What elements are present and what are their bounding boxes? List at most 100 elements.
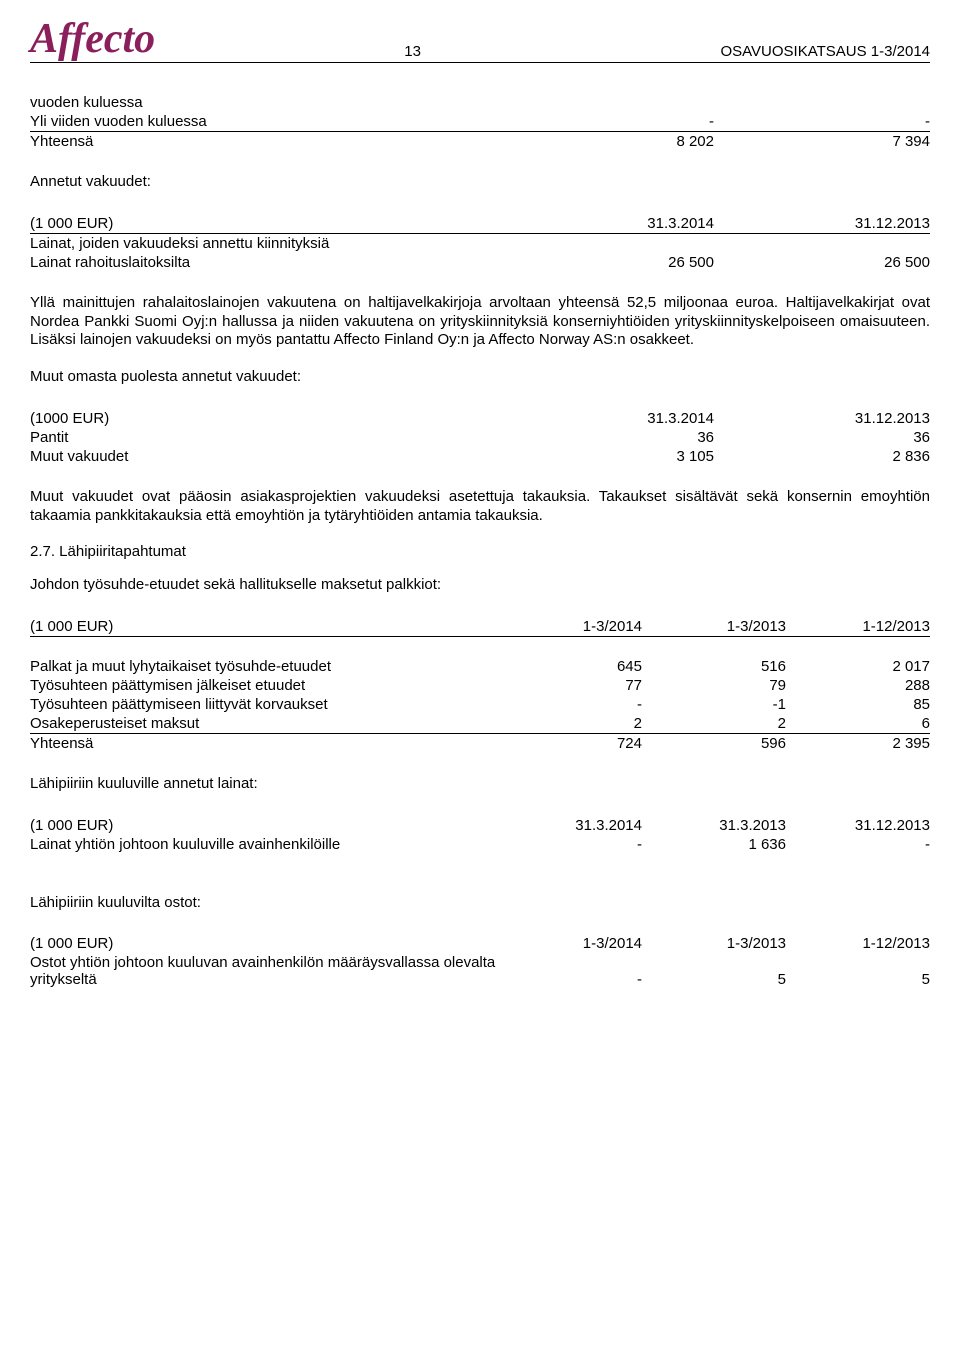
cell-val: 1-3/2013 — [642, 934, 786, 953]
table-row: Palkat ja muut lyhytaikaiset työsuhde-et… — [30, 657, 930, 676]
cell-label: Yhteensä — [30, 132, 498, 152]
cell-val: 2 395 — [786, 733, 930, 753]
cell-val — [714, 93, 930, 112]
cell-val: 77 — [498, 676, 642, 695]
table-lainat-avainhenkilot: (1 000 EUR) 31.3.2014 31.3.2013 31.12.20… — [30, 816, 930, 854]
cell-label: (1 000 EUR) — [30, 934, 498, 953]
table-muut-vakuudet: (1000 EUR) 31.3.2014 31.12.2013 Pantit 3… — [30, 409, 930, 466]
cell-val: 31.12.2013 — [714, 214, 930, 234]
cell-label: Työsuhteen päättymiseen liittyvät korvau… — [30, 695, 498, 714]
page-number: 13 — [155, 43, 670, 60]
doc-title: OSAVUOSIKATSAUS 1-3/2014 — [670, 43, 930, 60]
cell-val: 516 — [642, 657, 786, 676]
cell-val: 5 — [786, 953, 930, 989]
cell-val: 85 — [786, 695, 930, 714]
cell-label: Palkat ja muut lyhytaikaiset työsuhde-et… — [30, 657, 498, 676]
table-header-row: (1 000 EUR) 1-3/2014 1-3/2013 1-12/2013 — [30, 934, 930, 953]
cell-label: Lainat, joiden vakuudeksi annettu kiinni… — [30, 233, 498, 253]
cell-label: (1 000 EUR) — [30, 816, 498, 835]
cell-val: 31.12.2013 — [714, 409, 930, 428]
cell-val: 31.3.2013 — [642, 816, 786, 835]
section-heading: Lähipiiriin kuuluvilta ostot: — [30, 894, 930, 913]
table-row: Yli viiden vuoden kuluessa - - — [30, 112, 930, 132]
cell-val: 645 — [498, 657, 642, 676]
cell-val: 36 — [498, 428, 714, 447]
cell-val: - — [498, 695, 642, 714]
cell-label: (1 000 EUR) — [30, 617, 498, 637]
table-row: Pantit 36 36 — [30, 428, 930, 447]
cell-val: 31.12.2013 — [786, 816, 930, 835]
cell-val: 26 500 — [498, 253, 714, 272]
section-heading: Lähipiiriin kuuluville annetut lainat: — [30, 775, 930, 794]
cell-val: - — [786, 835, 930, 854]
section-heading: Muut omasta puolesta annetut vakuudet: — [30, 368, 930, 387]
cell-val: 2 836 — [714, 447, 930, 466]
cell-val: 288 — [786, 676, 930, 695]
cell-val: 31.3.2014 — [498, 816, 642, 835]
table-header-row: (1000 EUR) 31.3.2014 31.12.2013 — [30, 409, 930, 428]
cell-val: - — [498, 112, 714, 132]
cell-val: 31.3.2014 — [498, 214, 714, 234]
section-subheading: Johdon työsuhde-etuudet sekä hallituksel… — [30, 576, 930, 595]
table-palkkiot: (1 000 EUR) 1-3/2014 1-3/2013 1-12/2013 … — [30, 617, 930, 753]
table-row: Muut vakuudet 3 105 2 836 — [30, 447, 930, 466]
table-row: Lainat yhtiön johtoon kuuluville avainhe… — [30, 835, 930, 854]
cell-label: Ostot yhtiön johtoon kuuluvan avainhenki… — [30, 953, 498, 989]
cell-val — [498, 93, 714, 112]
cell-label: Osakeperusteiset maksut — [30, 714, 498, 734]
cell-val: 1-12/2013 — [786, 617, 930, 637]
table-row: Lainat rahoituslaitoksilta 26 500 26 500 — [30, 253, 930, 272]
cell-val: 1-3/2013 — [642, 617, 786, 637]
cell-val: 2 — [498, 714, 642, 734]
cell-val: 1 636 — [642, 835, 786, 854]
section-heading: Annetut vakuudet: — [30, 173, 930, 192]
cell-val: 1-12/2013 — [786, 934, 930, 953]
cell-val: - — [498, 953, 642, 989]
paragraph: Yllä mainittujen rahalaitoslainojen vaku… — [30, 294, 930, 350]
table-header-row: (1 000 EUR) 1-3/2014 1-3/2013 1-12/2013 — [30, 617, 930, 637]
cell-val — [714, 233, 930, 253]
cell-val: 8 202 — [498, 132, 714, 152]
cell-val — [498, 233, 714, 253]
paragraph: Muut vakuudet ovat pääosin asiakasprojek… — [30, 488, 930, 526]
cell-label: Työsuhteen päättymisen jälkeiset etuudet — [30, 676, 498, 695]
cell-label: vuoden kuluessa — [30, 93, 498, 112]
cell-label: Lainat rahoituslaitoksilta — [30, 253, 498, 272]
table-row: vuoden kuluessa — [30, 93, 930, 112]
cell-val: 36 — [714, 428, 930, 447]
cell-val: 79 — [642, 676, 786, 695]
cell-val: 26 500 — [714, 253, 930, 272]
cell-label: Lainat yhtiön johtoon kuuluville avainhe… — [30, 835, 498, 854]
cell-val: 3 105 — [498, 447, 714, 466]
table-yli-viiden: vuoden kuluessa Yli viiden vuoden kulues… — [30, 93, 930, 151]
cell-label: (1 000 EUR) — [30, 214, 498, 234]
page-header: Affecto 13 OSAVUOSIKATSAUS 1-3/2014 — [30, 18, 930, 63]
table-ostot: (1 000 EUR) 1-3/2014 1-3/2013 1-12/2013 … — [30, 934, 930, 989]
table-header-row: (1 000 EUR) 31.3.2014 31.12.2013 — [30, 214, 930, 234]
cell-label: Muut vakuudet — [30, 447, 498, 466]
cell-val: - — [498, 835, 642, 854]
cell-val: 1-3/2014 — [498, 934, 642, 953]
cell-label: Pantit — [30, 428, 498, 447]
cell-val: 2 017 — [786, 657, 930, 676]
cell-label: (1000 EUR) — [30, 409, 498, 428]
cell-val: 596 — [642, 733, 786, 753]
cell-val: 6 — [786, 714, 930, 734]
logo: Affecto — [30, 18, 155, 60]
cell-val: 31.3.2014 — [498, 409, 714, 428]
cell-val: 724 — [498, 733, 642, 753]
cell-label: Yhteensä — [30, 733, 498, 753]
cell-val: - — [714, 112, 930, 132]
cell-label: Yli viiden vuoden kuluessa — [30, 112, 498, 132]
table-row: Työsuhteen päättymiseen liittyvät korvau… — [30, 695, 930, 714]
table-row: Lainat, joiden vakuudeksi annettu kiinni… — [30, 233, 930, 253]
section-heading: 2.7. Lähipiiritapahtumat — [30, 543, 930, 562]
table-row: Osakeperusteiset maksut 2 2 6 — [30, 714, 930, 734]
table-total-row: Yhteensä 724 596 2 395 — [30, 733, 930, 753]
table-header-row: (1 000 EUR) 31.3.2014 31.3.2013 31.12.20… — [30, 816, 930, 835]
cell-val: 1-3/2014 — [498, 617, 642, 637]
table-row: Työsuhteen päättymisen jälkeiset etuudet… — [30, 676, 930, 695]
table-row: Ostot yhtiön johtoon kuuluvan avainhenki… — [30, 953, 930, 989]
table-total-row: Yhteensä 8 202 7 394 — [30, 132, 930, 152]
cell-val: 2 — [642, 714, 786, 734]
